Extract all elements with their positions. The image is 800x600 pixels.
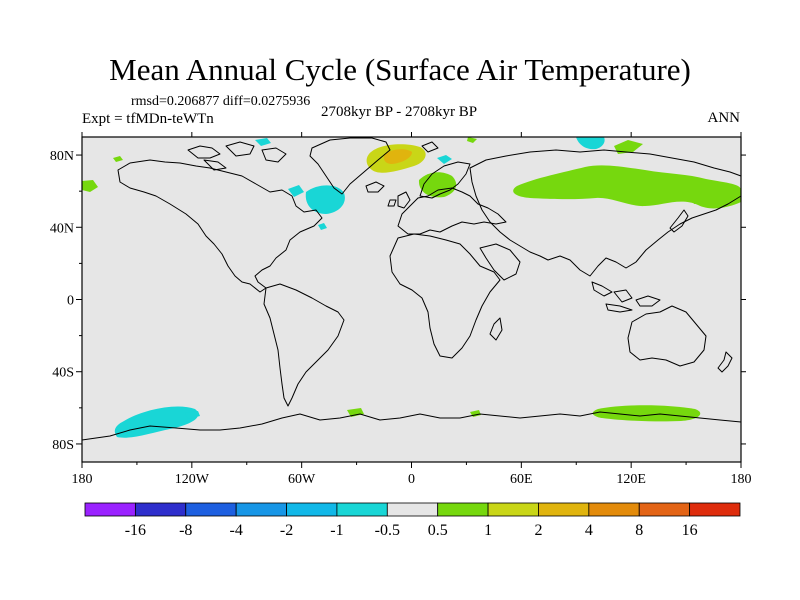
anomaly-canada-west xyxy=(113,156,123,162)
coast-new-zealand xyxy=(717,351,733,373)
colorbar-label: 16 xyxy=(682,522,698,539)
chart-title: Mean Annual Cycle (Surface Air Temperatu… xyxy=(109,52,691,87)
experiment-label: Expt = tfMDn-teWTn xyxy=(82,111,214,127)
lat-tick-label: 40S xyxy=(52,366,74,381)
coast-indonesia xyxy=(591,281,661,313)
colorbar-swatch xyxy=(134,502,187,517)
anomaly-north-atlantic-small xyxy=(318,223,327,230)
coast-north-america xyxy=(117,159,323,293)
coast-antarctica xyxy=(81,411,742,441)
colorbar-label: 4 xyxy=(585,522,593,539)
anomaly-arctic-siberia xyxy=(614,140,643,154)
coast-madagascar xyxy=(489,317,503,341)
lat-tick-label: 80N xyxy=(50,149,74,164)
stats-line: rmsd=0.206877 diff=0.0275936 xyxy=(131,94,310,110)
colorbar-swatch xyxy=(588,502,640,517)
colorbar: -16 -8 -4 -2 -1 -0.5 0.5 1 2 4 8 16 xyxy=(84,502,741,539)
lon-tick-label: 120E xyxy=(616,472,646,487)
map-panel: 80N 40N 0 40S 80S 180 120W 60W 0 60E 120E 180 xyxy=(50,132,752,487)
period-label: 2708kyr BP - 2708kyr BP xyxy=(321,104,478,120)
anomaly-arctic-barents xyxy=(576,137,605,150)
diff-value: 0.0275936 xyxy=(250,94,311,109)
anomaly-labrador-sea xyxy=(305,185,345,214)
colorbar-swatch xyxy=(487,502,539,517)
anomaly-south-atlantic xyxy=(347,408,364,417)
lon-tick-label: 60W xyxy=(288,472,316,487)
lon-tick-label: 0 xyxy=(408,472,415,487)
colorbar-label: 8 xyxy=(635,522,643,539)
colorbar-swatch xyxy=(336,502,388,517)
colorbar-swatch xyxy=(538,502,590,517)
anomaly-hudson-bay xyxy=(288,185,304,197)
coast-asia xyxy=(469,149,742,277)
coast-iceland xyxy=(365,181,385,193)
coast-british-isles xyxy=(387,191,411,209)
anomaly-layer xyxy=(82,137,741,438)
rmsd-value: 0.206877 xyxy=(166,94,220,109)
anomaly-greenland-summit xyxy=(383,149,412,164)
coast-scandinavia xyxy=(419,161,471,199)
latitude-axis: 80N 40N 0 40S 80S xyxy=(50,149,746,453)
colorbar-swatch xyxy=(235,502,287,517)
rmsd-label: rmsd= xyxy=(131,94,167,109)
colorbar-swatch xyxy=(185,502,237,517)
colorbar-label: -16 xyxy=(125,522,146,539)
lon-tick-label: 120W xyxy=(175,472,210,487)
colorbar-label: -1 xyxy=(330,522,343,539)
anomaly-canada-arctic xyxy=(255,138,271,146)
anomaly-alaska xyxy=(82,180,98,192)
coast-canadian-archipelago xyxy=(187,141,287,171)
colorbar-label: -4 xyxy=(229,522,242,539)
colorbar-label: -2 xyxy=(280,522,293,539)
coast-greenland xyxy=(309,137,391,195)
lat-tick-label: 40N xyxy=(50,221,74,236)
anomaly-arctic-small-green xyxy=(467,137,477,143)
anomaly-north-pacific-east xyxy=(690,186,716,204)
lon-tick-label: 180 xyxy=(72,472,93,487)
colorbar-swatch xyxy=(638,502,691,517)
coast-africa xyxy=(389,233,501,359)
lat-tick-label: 80S xyxy=(52,438,74,453)
lat-tick-label: 0 xyxy=(67,294,74,309)
diff-label: diff= xyxy=(222,94,251,109)
colorbar-swatch xyxy=(437,502,489,517)
anomaly-south-pacific xyxy=(114,406,199,438)
coast-svalbard xyxy=(421,141,439,153)
anomaly-south-pacific-fragment xyxy=(185,411,200,419)
colorbar-label: 0.5 xyxy=(428,522,448,539)
colorbar-swatch xyxy=(84,502,136,517)
coast-arabia xyxy=(479,243,521,281)
colorbar-swatch xyxy=(386,502,439,517)
anomaly-southern-indian xyxy=(592,405,701,422)
longitude-axis: 180 120W 60W 0 60E 120E 180 xyxy=(72,132,752,487)
lon-tick-label: 60E xyxy=(510,472,533,487)
season-label: ANN xyxy=(707,110,741,126)
colorbar-label: -0.5 xyxy=(375,522,400,539)
coastlines xyxy=(81,137,742,441)
anomaly-arctic-small xyxy=(437,155,452,164)
colorbar-label: -8 xyxy=(179,522,192,539)
colorbar-label: 2 xyxy=(534,522,542,539)
coast-japan xyxy=(669,209,689,233)
colorbar-swatch xyxy=(286,502,338,517)
colorbar-swatch xyxy=(689,502,741,517)
lon-tick-label: 180 xyxy=(731,472,752,487)
coast-south-america xyxy=(263,283,345,407)
colorbar-label: 1 xyxy=(484,522,492,539)
coast-australia xyxy=(627,305,707,367)
anomaly-northern-eurasia xyxy=(513,165,741,209)
